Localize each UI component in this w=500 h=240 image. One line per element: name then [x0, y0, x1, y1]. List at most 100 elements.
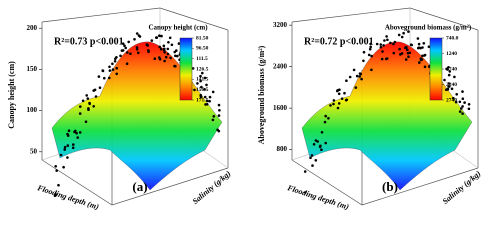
sample-point: [362, 50, 366, 54]
sample-point: [370, 54, 373, 58]
colorbar: [429, 37, 443, 101]
sample-point: [145, 43, 149, 46]
sample-point: [84, 120, 88, 123]
sample-point: [450, 87, 454, 91]
colorbar-tick-label: 740.0: [446, 35, 459, 41]
sample-point: [369, 42, 372, 46]
sample-point: [418, 61, 421, 64]
x-axis-label: Flooding depth (m): [285, 183, 350, 212]
sample-point: [108, 69, 112, 72]
sample-point: [174, 65, 177, 68]
colorbar-tick-label: 1240: [446, 51, 457, 57]
colorbar-tick-label: 141.5: [196, 77, 209, 83]
sample-point: [448, 70, 452, 73]
sample-point: [71, 146, 75, 150]
sample-point: [337, 92, 341, 96]
sample-point: [66, 144, 70, 147]
z-tick-label: 50: [30, 147, 38, 155]
sample-point: [423, 65, 427, 69]
sample-point: [205, 83, 208, 87]
sample-point: [345, 79, 348, 82]
sample-point: [379, 45, 383, 49]
sample-point: [199, 74, 202, 78]
sample-point: [67, 129, 71, 132]
sample-point: [398, 47, 401, 51]
sample-point: [174, 54, 177, 58]
z-axis-label: Canopy height (cm): [7, 61, 16, 129]
sample-point: [340, 97, 344, 100]
sample-point: [324, 114, 327, 118]
sample-point: [352, 68, 356, 72]
sample-point: [201, 71, 204, 75]
sample-point: [309, 156, 312, 160]
sample-point: [73, 130, 76, 134]
sample-point: [303, 170, 307, 173]
sample-point: [458, 100, 462, 104]
sample-point: [216, 128, 219, 132]
sample-point: [206, 99, 209, 103]
sample-point: [368, 47, 372, 51]
sample-point: [66, 134, 70, 137]
colorbar-tick-label: 156.5: [196, 87, 209, 93]
sample-point: [115, 72, 118, 76]
sample-point: [399, 53, 402, 56]
sample-point: [336, 89, 339, 93]
sample-point: [55, 169, 58, 172]
sample-point: [422, 42, 426, 45]
sample-point: [66, 156, 69, 159]
sample-point: [59, 153, 63, 157]
sample-point: [467, 103, 471, 106]
sample-point: [463, 101, 466, 104]
sample-point: [54, 192, 57, 196]
figure: 50 100 150 200 Canopy height (cm) Flooding de…: [7, 7, 483, 212]
sample-point: [348, 75, 352, 79]
sample-point: [208, 99, 211, 103]
sample-point: [153, 57, 157, 60]
sample-point: [314, 159, 318, 162]
sample-point: [461, 112, 464, 115]
sample-point: [121, 49, 125, 52]
sample-point: [137, 51, 140, 55]
sample-point: [385, 35, 388, 38]
sample-point: [72, 143, 75, 146]
sample-point: [126, 51, 129, 54]
sample-point: [382, 44, 385, 47]
z-tick-label: 800: [277, 145, 288, 153]
sample-point: [101, 69, 105, 73]
sample-point: [94, 95, 98, 98]
sample-point: [443, 78, 446, 82]
sample-point: [113, 60, 117, 63]
sample-point: [419, 58, 423, 62]
sample-point: [203, 88, 206, 91]
sample-point: [81, 99, 85, 103]
sample-point: [196, 82, 199, 85]
sample-point: [129, 52, 132, 55]
sample-point: [135, 46, 139, 49]
sample-point: [76, 136, 79, 139]
sample-point: [92, 105, 95, 108]
sample-point: [170, 43, 174, 47]
sample-point: [407, 30, 410, 33]
sample-point: [314, 139, 318, 142]
sample-point: [211, 90, 215, 94]
sample-point: [159, 47, 163, 51]
sample-point: [108, 65, 111, 69]
sample-point: [63, 148, 66, 151]
colorbar-tick-label: 2740: [446, 97, 457, 103]
sample-point: [407, 55, 410, 58]
sample-point: [312, 143, 316, 146]
sample-point: [354, 86, 358, 89]
sample-point: [332, 99, 336, 102]
sample-point: [461, 97, 465, 100]
sample-point: [199, 79, 202, 83]
colorbar-tick-label: 81.50: [196, 35, 209, 41]
sample-point: [358, 72, 362, 75]
sample-point: [404, 58, 408, 61]
sample-point: [163, 51, 166, 54]
sample-point: [150, 39, 154, 42]
sample-point: [158, 56, 161, 59]
sample-point: [125, 62, 129, 65]
sample-point: [108, 76, 111, 80]
z-axis-label: Aboveground biomass (g/m²): [257, 45, 266, 144]
panel: 800 1600 2400 3200 Aboveground biomass (g/m²…: [257, 7, 483, 212]
